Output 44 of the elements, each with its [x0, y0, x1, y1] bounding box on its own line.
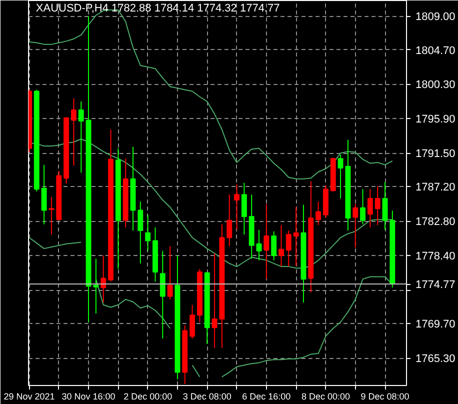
x-tick-label: 29 Nov 2021	[4, 392, 55, 402]
candlestick	[316, 201, 322, 226]
y-tick-label: 1795.90	[416, 114, 456, 126]
candlestick	[48, 196, 54, 235]
candlestick	[138, 201, 144, 264]
y-tick-label: 1778.40	[416, 250, 456, 263]
candlestick	[271, 230, 277, 261]
y-tick-label: 1791.50	[416, 148, 456, 160]
candlestick	[241, 182, 247, 235]
candlestick	[145, 214, 151, 252]
x-tick-label: 8 Dec 00:00	[301, 392, 350, 402]
y-tick-label: 1800.30	[416, 79, 456, 92]
y-tick-label: 1782.80	[416, 216, 456, 228]
y-tick-label: 1787.20	[416, 182, 456, 194]
candlestick	[352, 203, 358, 248]
candlestick	[382, 182, 388, 230]
candlestick	[278, 224, 284, 268]
x-tick-label: 6 Dec 16:00	[242, 392, 291, 402]
candlestick	[256, 229, 262, 261]
candlestick	[212, 252, 218, 348]
candlestick	[226, 194, 232, 247]
candlestick	[41, 164, 47, 225]
y-tick-label: 1809.00	[416, 11, 456, 24]
ref-line-label: 1774.77	[416, 279, 456, 292]
y-tick-label: 1769.70	[416, 318, 456, 331]
y-tick-label: 1804.70	[416, 44, 456, 57]
candlestick	[160, 250, 166, 340]
candlestick	[190, 304, 196, 340]
candlestick	[360, 188, 366, 225]
x-tick-label: 9 Dec 08:00	[360, 392, 410, 402]
chart-title: XAUUSD-P,H4 1782.88 1784.14 1774.32 1774.77	[36, 2, 280, 14]
candlestick	[293, 206, 299, 266]
x-tick-label: 2 Dec 00:00	[124, 392, 172, 402]
candlestick	[78, 100, 84, 174]
x-tick-label: 3 Dec 08:00	[182, 392, 232, 402]
candlestick	[367, 188, 373, 228]
candlestick	[70, 98, 76, 166]
candlestick	[167, 246, 173, 300]
candlestick	[264, 203, 270, 280]
candlestick	[374, 185, 380, 226]
candlestick	[234, 184, 240, 230]
y-tick-label: 1765.30	[416, 353, 456, 366]
candlestick	[286, 230, 292, 268]
x-tick-label: 30 Nov 16:00	[62, 392, 116, 402]
